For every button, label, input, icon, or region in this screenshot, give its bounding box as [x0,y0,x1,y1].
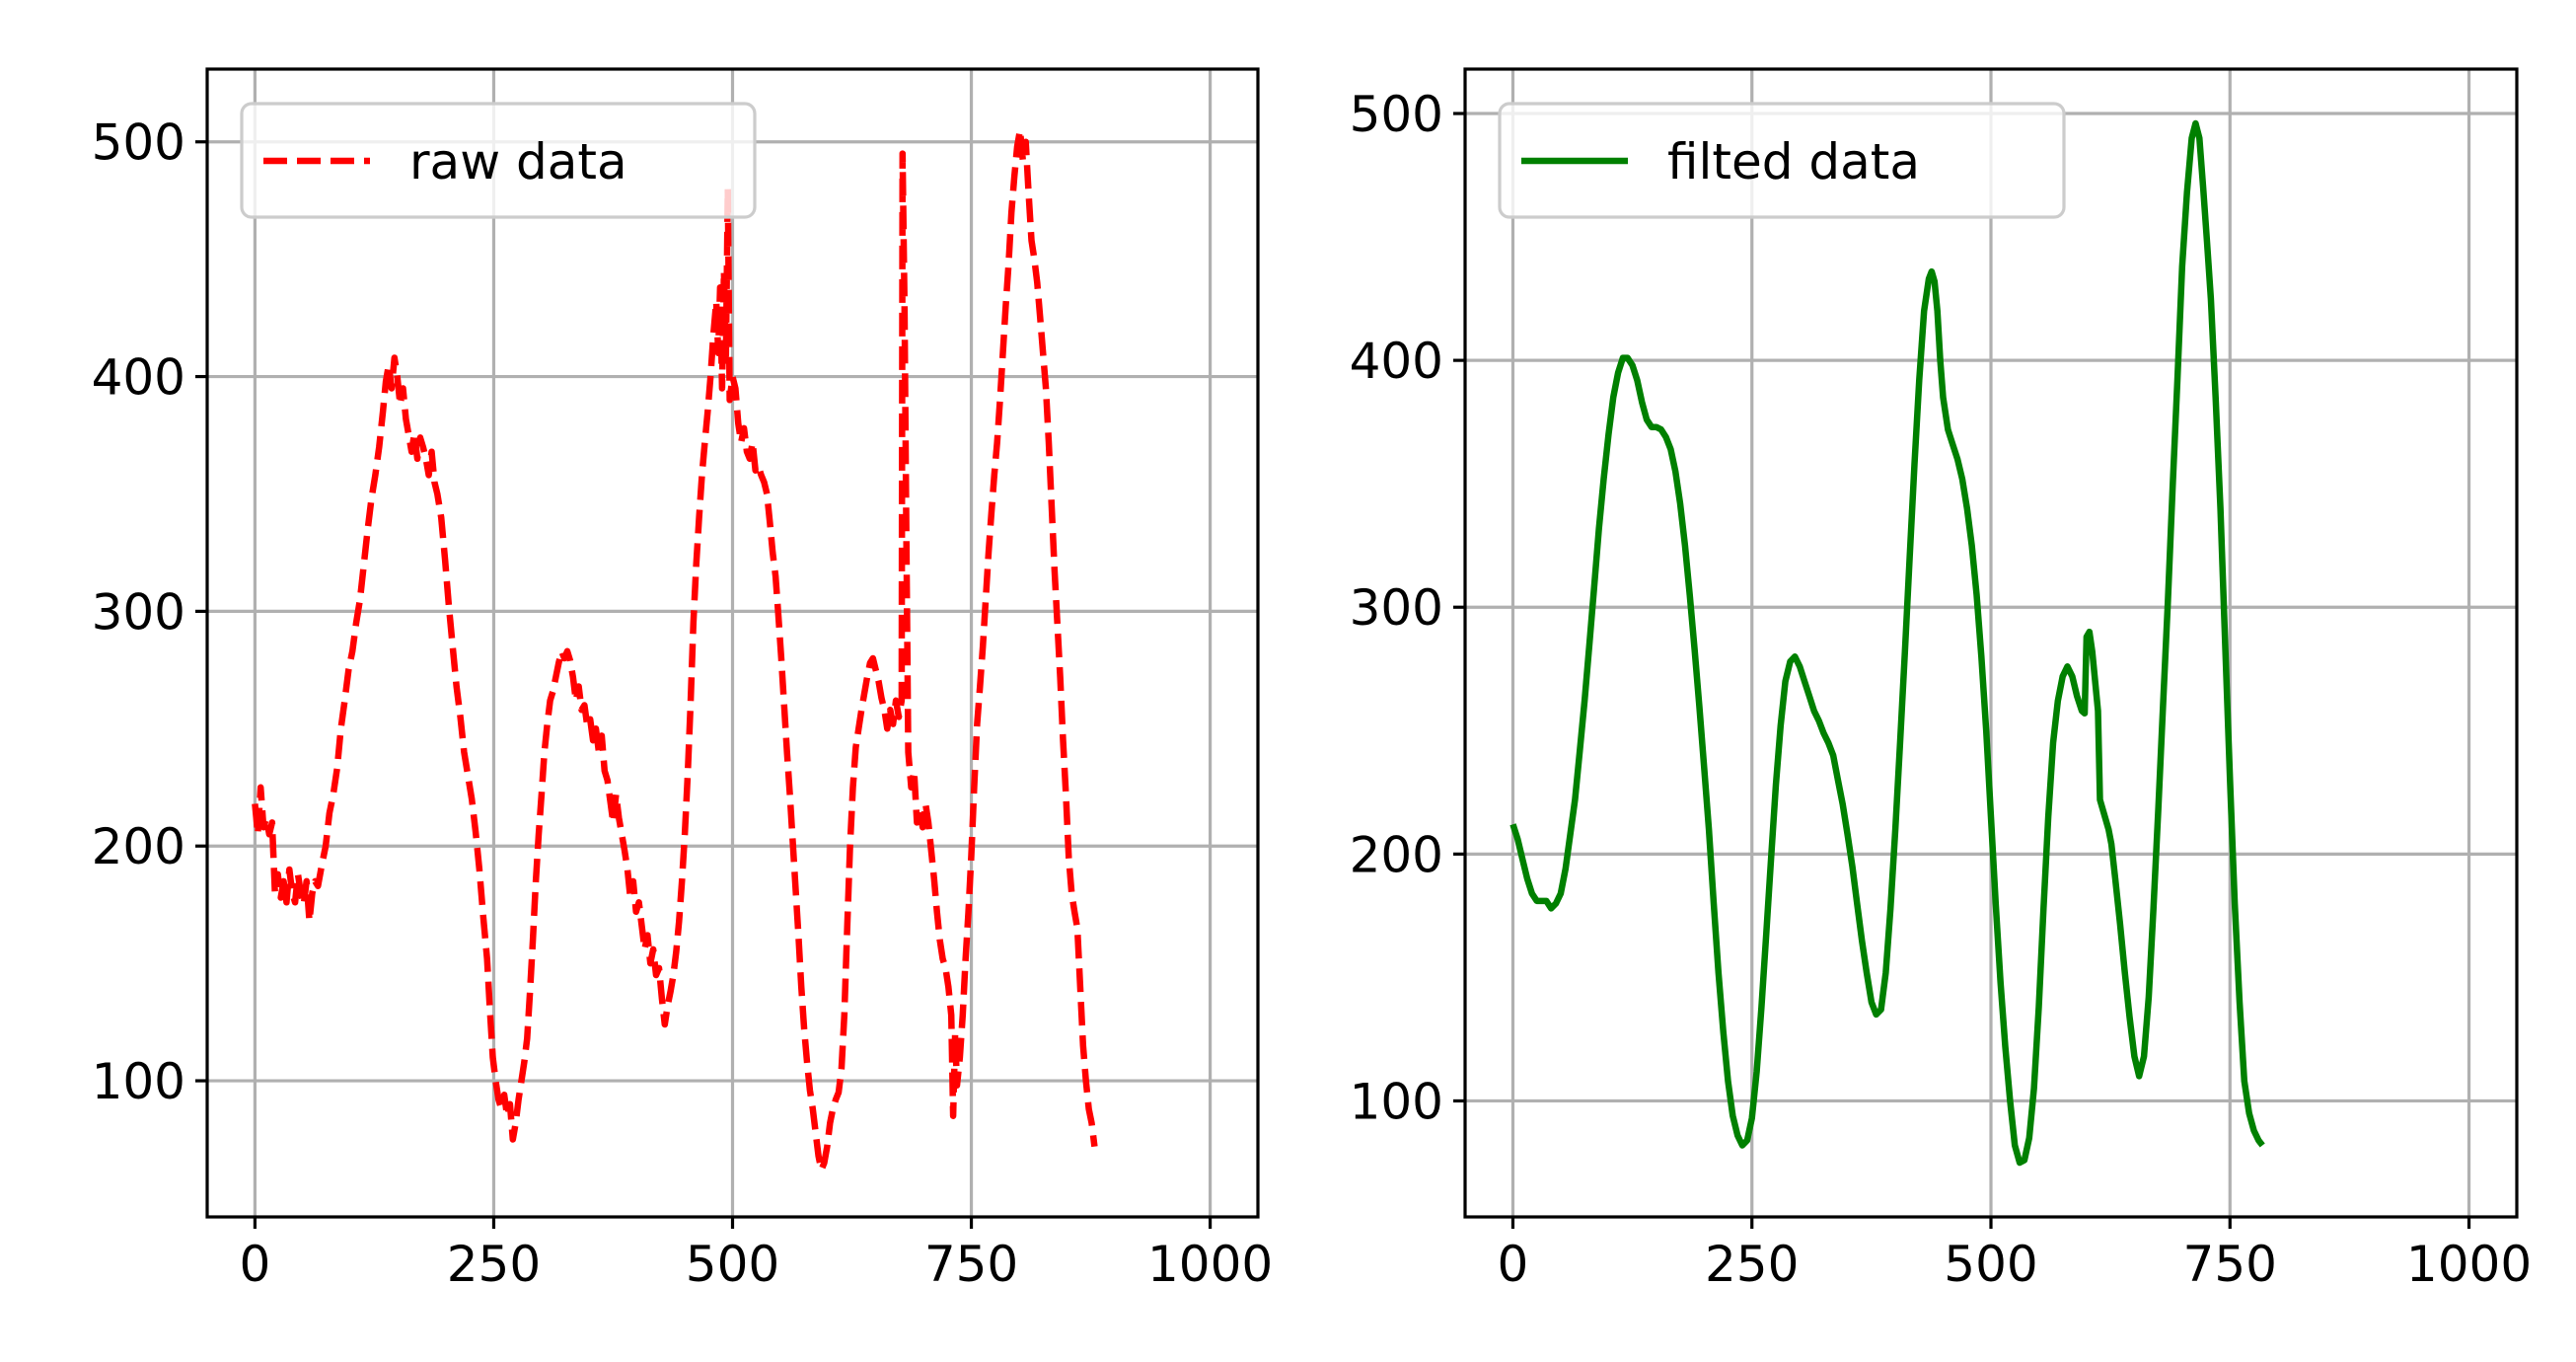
chart-panel-2: 0 250 500 750 1000 100 200 300 400 500 filted data [1350,67,2532,1293]
legend: raw data [240,102,757,219]
y-tick-label: 300 [92,583,185,641]
legend-label: raw data [409,133,627,190]
x-tick-label: 0 [240,1236,271,1293]
x-tick-label: 0 [1498,1236,1529,1293]
x-tick-label: 500 [1944,1236,2037,1293]
x-tick-label: 750 [2183,1236,2277,1293]
y-tick-label: 500 [1350,86,1443,143]
x-tick-label: 250 [1705,1236,1799,1293]
legend-box [240,102,757,219]
y-tick-label: 200 [92,818,185,875]
y-tick-label: 500 [92,114,185,172]
y-tick-label: 100 [1350,1073,1443,1130]
y-tick-label: 400 [1350,333,1443,390]
series-line-1 [252,126,1098,1173]
x-tick-label: 500 [686,1236,779,1293]
legend-box [1498,102,2066,219]
x-tick-label: 750 [924,1236,1018,1293]
x-tick-label: 1000 [1147,1236,1273,1293]
y-tick-label: 300 [1350,579,1443,637]
y-tick-label: 100 [92,1053,185,1110]
x-tick-label: 250 [447,1236,541,1293]
legend: filted data [1498,102,2066,219]
chart-panel-1: 0 250 500 750 1000 100 200 300 400 500 raw data [92,67,1273,1293]
legend-label: filted data [1667,133,1920,190]
y-tick-label: 400 [92,349,185,407]
x-tick-label: 1000 [2406,1236,2532,1293]
y-tick-label: 200 [1350,826,1443,883]
series-line-1 [1509,119,2265,1167]
